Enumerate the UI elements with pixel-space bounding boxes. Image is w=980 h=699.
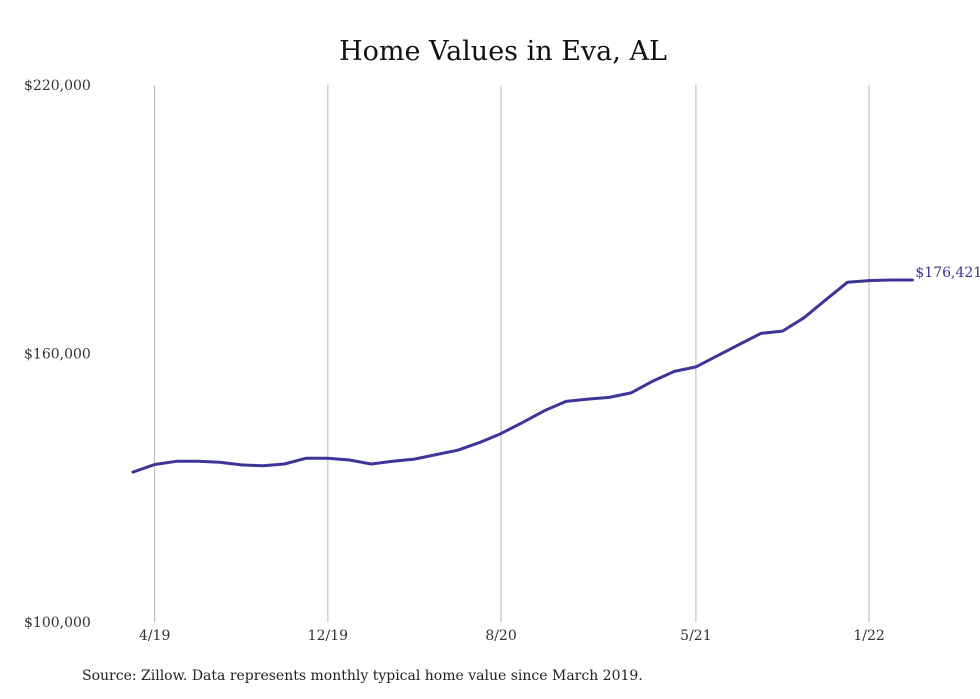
gridlines [154, 85, 870, 622]
chart-title: Home Values in Eva, AL [339, 36, 667, 67]
x-tick-label: 12/19 [308, 628, 348, 644]
x-tick-label: 1/22 [853, 628, 884, 644]
source-note: Source: Zillow. Data represents monthly … [82, 668, 643, 684]
y-axis-ticks: $220,000 $160,000 $100,000 [24, 78, 91, 631]
end-value-label: $176,421 [915, 265, 980, 281]
y-tick-label: $220,000 [24, 78, 91, 94]
y-tick-label: $160,000 [24, 347, 91, 363]
x-tick-label: 8/20 [485, 628, 516, 644]
x-tick-label: 4/19 [139, 628, 170, 644]
x-tick-label: 5/21 [680, 628, 711, 644]
series-line [131, 278, 914, 474]
series-group [131, 278, 914, 474]
y-tick-label: $100,000 [24, 615, 91, 631]
x-axis-ticks: 4/19 12/19 8/20 5/21 1/22 [139, 628, 885, 644]
